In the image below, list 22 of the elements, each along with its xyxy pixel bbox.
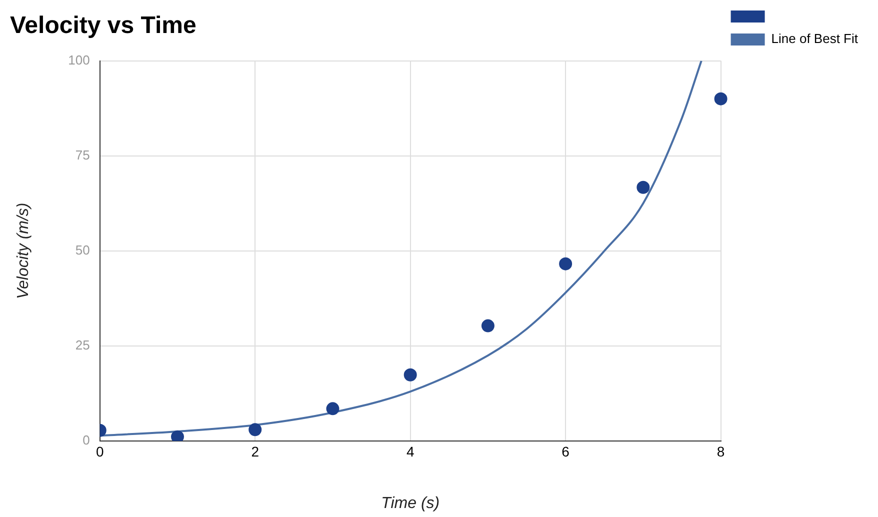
legend-label: Line of Best Fit (771, 31, 858, 46)
y-tick-label: 0 (82, 432, 90, 448)
point (171, 430, 184, 441)
point (559, 257, 572, 270)
x-tick-label: 4 (406, 443, 414, 460)
x-axis-title: Time (s) (381, 494, 440, 512)
y-tick-label: 100 (68, 52, 90, 68)
x-tick-label: 8 (716, 443, 725, 460)
x-tick-label: 0 (96, 443, 104, 460)
y-tick-label: 50 (75, 242, 90, 258)
y-tick-label: 75 (75, 147, 90, 162)
point (714, 92, 728, 106)
point (481, 319, 494, 332)
point (248, 423, 262, 436)
x-tick-label: 2 (251, 443, 260, 460)
y-tick-label: 25 (75, 338, 90, 353)
chart-title: Velocity vs Time (10, 12, 196, 40)
point (326, 402, 340, 416)
point (636, 180, 650, 194)
point (404, 368, 417, 382)
x-tick-label: 6 (562, 443, 570, 460)
y-axis-title: Velocity (m/s) (15, 202, 32, 300)
